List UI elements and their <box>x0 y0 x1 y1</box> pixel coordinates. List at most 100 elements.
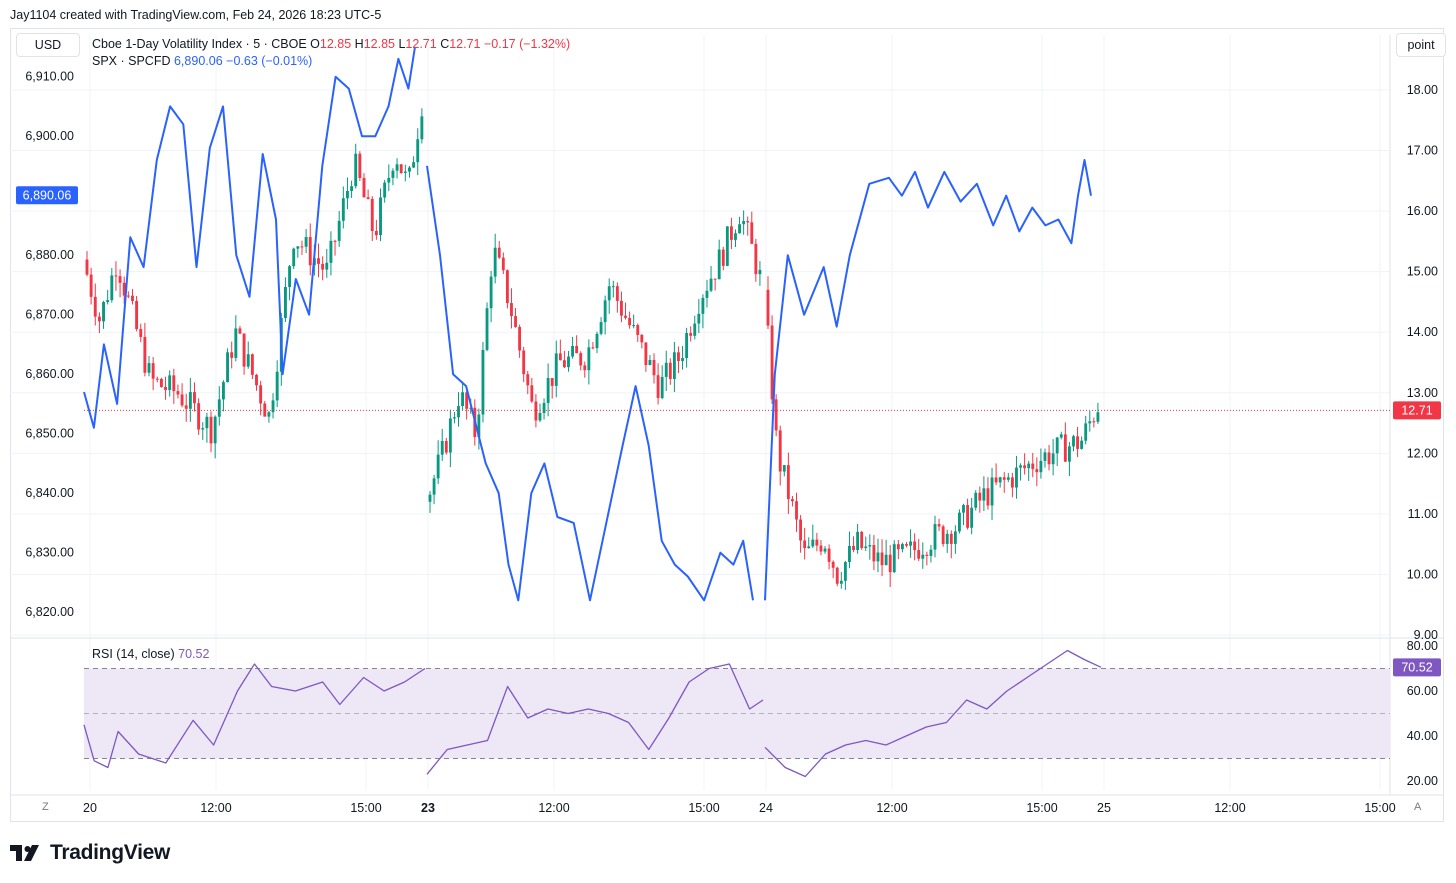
vix-candle-body <box>193 392 196 404</box>
vix-candle-62 <box>341 186 345 229</box>
vix-candle-194 <box>888 545 892 587</box>
vix-candle-body <box>122 282 126 296</box>
rsi-legend: RSI (14, close) 70.52 <box>92 647 209 661</box>
vix-candle-body <box>1051 453 1055 465</box>
vix-last-price-text: 12.71 <box>1401 403 1432 417</box>
vix-candle-32 <box>217 386 221 426</box>
vix-candle-53 <box>304 229 308 254</box>
vix-candle-232 <box>1043 448 1047 468</box>
vix-candle-body <box>603 300 607 323</box>
currency-button[interactable]: USD <box>16 33 80 57</box>
vix-candle-body <box>933 524 937 550</box>
vix-candle-9 <box>122 276 126 304</box>
vix-candle-body <box>892 544 896 573</box>
vix-candle-body <box>640 334 644 343</box>
vix-candle-body <box>453 417 456 419</box>
spx-tick-label-3: 6,880.00 <box>25 248 74 262</box>
vix-candle-body <box>213 416 217 444</box>
vix-candle-body <box>217 399 221 417</box>
vix-candle-67 <box>362 173 366 198</box>
vix-candle-104 <box>518 324 522 358</box>
vix-candle-178 <box>823 546 827 554</box>
vix-candle-body <box>579 353 583 366</box>
vix-candle-29 <box>205 412 209 443</box>
scale-mode-button[interactable]: point <box>1396 33 1446 57</box>
vix-candle-body <box>296 246 300 249</box>
vix-candle-body <box>139 329 143 337</box>
vix-tick-label-8: 10.00 <box>1407 567 1438 581</box>
spx-line-session-23 <box>426 165 754 602</box>
vix-candle-102 <box>510 288 513 329</box>
vix-candle-83 <box>432 474 436 505</box>
vix-candle-203 <box>925 551 929 566</box>
time-tick-label-3: 23 <box>421 801 435 815</box>
vix-candle-body <box>184 405 188 409</box>
vix-candle-body <box>941 526 945 544</box>
vix-candle-body <box>591 347 595 349</box>
vix-candle-body <box>648 359 652 366</box>
vix-candle-body <box>118 276 122 283</box>
vix-candle-body <box>246 354 250 367</box>
vix-candle-body <box>1059 434 1063 438</box>
vix-candle-body <box>782 465 786 472</box>
vix-candle-body <box>884 554 888 566</box>
vix-candle-body <box>725 226 729 266</box>
vix-candle-body <box>1096 412 1100 422</box>
vix-candle-193 <box>884 539 888 566</box>
vix-candle-body <box>872 545 876 562</box>
vix-candle-body <box>362 177 366 198</box>
vix-candle-body <box>550 378 554 386</box>
vix-candle-34 <box>226 348 230 383</box>
vix-candle-body <box>444 441 448 453</box>
vix-candle-130 <box>624 302 627 320</box>
vix-candle-body <box>929 549 933 556</box>
vix-legend-name: Cboe 1-Day Volatility Index · 5 · CBOE <box>92 37 307 51</box>
vix-candle-body <box>807 546 811 549</box>
vix-candle-body <box>1076 436 1079 449</box>
vix-candle-body <box>562 360 566 368</box>
vix-candle-body <box>962 505 965 513</box>
vix-candle-51 <box>296 245 300 258</box>
vix-candle-body <box>595 333 599 349</box>
vix-candle-49 <box>288 265 292 301</box>
vix-candle-body <box>709 278 713 291</box>
vix-candle-214 <box>970 498 974 535</box>
vix-candle-body <box>1010 477 1014 488</box>
vix-candle-body <box>1088 421 1092 424</box>
zoom-reset-button[interactable]: Z <box>42 801 49 813</box>
vix-candles <box>85 108 1100 590</box>
vix-candle-222 <box>1002 472 1006 493</box>
vix-candle-128 <box>615 282 619 313</box>
vix-candle-239 <box>1072 434 1075 452</box>
vix-candle-221 <box>998 476 1002 488</box>
vix-candle-body <box>514 316 517 327</box>
vix-candle-117 <box>571 336 574 359</box>
auto-scale-button[interactable]: A <box>1414 801 1422 813</box>
vix-candle-body <box>493 247 497 277</box>
vix-candle-224 <box>1010 472 1014 498</box>
spx-tick-label-9: 6,820.00 <box>25 605 74 619</box>
vix-candle-body <box>534 401 538 421</box>
vix-candle-body <box>843 562 847 581</box>
vix-candle-241 <box>1080 436 1084 450</box>
vix-candle-body <box>180 394 184 406</box>
vix-candle-body <box>159 378 163 387</box>
rsi-last-value-tag <box>1393 658 1441 677</box>
vix-candle-166 <box>774 394 778 437</box>
vix-candle-78 <box>408 165 411 178</box>
vix-candle-body <box>864 546 868 548</box>
time-tick-label-4: 12:00 <box>538 801 569 815</box>
vix-candle-body <box>953 531 957 544</box>
vix-candle-167 <box>778 425 782 486</box>
rsi-tick-label-0: 80.00 <box>1407 639 1438 653</box>
rsi-legend-name: RSI (14, close) <box>92 647 175 661</box>
spx-tick-label-8: 6,830.00 <box>25 546 74 560</box>
vix-candle-body <box>925 554 929 556</box>
vix-candle-72 <box>383 179 387 203</box>
vix-candle-body <box>387 177 391 183</box>
vix-candle-19 <box>164 376 167 400</box>
vix-candle-2 <box>93 283 97 326</box>
vix-candle-body <box>374 231 378 236</box>
rsi-line <box>83 649 1102 778</box>
